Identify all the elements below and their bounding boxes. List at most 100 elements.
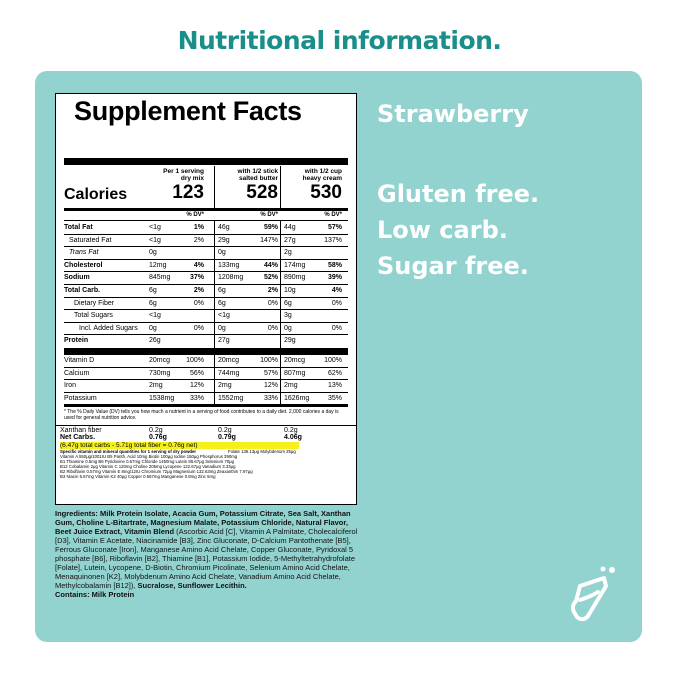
ingredients-bold-2: Sucralose, Sunflower Lecithin. [137, 581, 247, 590]
netcarbs-value: 4.06g [284, 434, 302, 442]
column-header: with 1/2 cup heavy cream [302, 168, 342, 182]
ingredients-text: Ingredients: Milk Protein Isolate, Acaci… [55, 509, 360, 599]
nutrient-dv: 52% [263, 274, 278, 282]
claim-sugar-free: Sugar free. [377, 252, 529, 280]
nutrient-amount: <1g [218, 312, 230, 320]
vitamin-line: B12 Cobalamin 2μg Vitamin C 120mg Cholin… [60, 464, 236, 469]
nutrient-name: Cholesterol [64, 261, 103, 269]
nutrient-dv: 100% [186, 357, 204, 364]
highlight-bar [60, 442, 299, 450]
dv-label: % DV* [186, 212, 204, 218]
netcarbs-value: 0.76g [149, 434, 167, 442]
xanthan-value: 0.2g [218, 427, 232, 435]
vitamin-line: Folate 135.13μg Molybdenum 25μg [228, 449, 296, 455]
nutrient-amount: 6g [218, 299, 226, 307]
calories-value: 528 [246, 182, 278, 203]
rule [64, 220, 348, 221]
vitamin-heading: Specific vitamin and mineral quantities … [60, 449, 197, 455]
nutrient-amount: 0g [149, 324, 157, 332]
contains-line: Contains: Milk Protein [55, 590, 135, 599]
highlight-text: (6.47g total carbs - 5.71g total fiber =… [60, 442, 198, 450]
row-rule [64, 309, 348, 311]
rule [56, 425, 356, 427]
nutrient-amount: 174mg [284, 261, 306, 269]
nutrient-dv: 57% [327, 224, 342, 231]
nutrient-amount: 2g [284, 249, 292, 257]
nutrient-dv: 0% [267, 324, 278, 332]
calories-value: 530 [310, 182, 342, 203]
claim-low-carb: Low carb. [377, 216, 508, 244]
row-rule [64, 334, 348, 336]
nutrient-name: Total Carb. [64, 287, 101, 294]
nutrient-dv: 100% [260, 357, 278, 364]
nutrient-amount: 27g [284, 236, 296, 244]
nutrient-dv: 57% [263, 369, 278, 377]
vitamin-line: Vitamin A 550μg/1001IU B5 Panth. Acid 10… [60, 454, 238, 460]
nutrient-amount: 46g [218, 224, 230, 231]
row-rule [64, 379, 348, 381]
nutrient-name: Total Sugars [74, 312, 113, 320]
claims-list: Gluten free. Low carb. Sugar free. [377, 176, 539, 284]
nutrient-amount: 1208mg [218, 274, 244, 282]
dv-label: % DV* [324, 212, 342, 218]
nutrient-amount: 2mg [284, 382, 298, 390]
nutrient-name: Incl. Added Sugars [79, 324, 138, 332]
nutrient-dv: 147% [260, 236, 278, 244]
nutrient-dv: 33% [263, 394, 278, 402]
column-separator [214, 166, 215, 208]
row-rule [64, 258, 348, 260]
dv-label: % DV* [260, 212, 278, 218]
nutrient-dv: 44% [263, 261, 278, 269]
nutrient-amount: 1626mg [284, 394, 310, 402]
row-rule [64, 366, 348, 368]
nutrient-dv: 37% [189, 274, 204, 282]
vitamin-line: B3 Niacin 6.67mg Vitamin K2 40μg Copper … [60, 473, 216, 479]
medium-rule [64, 208, 348, 211]
row-rule [64, 391, 348, 393]
nutrient-dv: 35% [327, 394, 342, 402]
nutrient-dv: 56% [189, 369, 204, 377]
nutrient-dv: 1% [193, 224, 204, 231]
row-rule [64, 271, 348, 273]
supplement-facts-label: Supplement Facts Per 1 serving dry mix 12… [55, 93, 357, 505]
column-header: with 1/2 stick salted butter [237, 168, 278, 182]
xanthan-value: 0.2g [284, 427, 298, 435]
nutrient-dv: 62% [327, 369, 342, 377]
nutrient-name: Total Fat [64, 224, 93, 231]
calories-label: Calories [64, 186, 128, 203]
page-heading: Nutritional information. [177, 26, 502, 55]
nutrient-dv: 13% [327, 382, 342, 390]
thick-rule [64, 404, 348, 408]
nutrient-name: Iron [64, 382, 77, 390]
nutrient-amount: 6g [284, 299, 292, 307]
nutrient-name: Trans Fat [69, 249, 99, 257]
nutrient-amount: 0g [149, 249, 157, 257]
nutrient-amount: 6g [218, 287, 226, 294]
nutrient-amount: 2mg [149, 382, 163, 390]
nutrient-dv: 2% [267, 287, 278, 294]
nutrient-amount: 44g [284, 224, 296, 231]
nutrient-name: Saturated Fat [69, 236, 112, 244]
nutrient-amount: 1552mg [218, 394, 244, 402]
nutrient-amount: 730mg [149, 369, 171, 377]
row-rule [64, 321, 348, 323]
nutrient-dv: 58% [327, 261, 342, 269]
nutrient-dv: 4% [331, 287, 342, 294]
xanthan-value: 0.2g [149, 427, 163, 435]
nutrient-amount: <1g [149, 236, 161, 244]
nutrient-name: Potassium [64, 394, 97, 402]
ingredients-plain: (Ascorbic Acid [C], Vitamin A Palmitate,… [55, 527, 358, 590]
nutrient-dv: 137% [324, 236, 342, 244]
nutrient-amount: 10g [284, 287, 296, 294]
row-rule [64, 246, 348, 248]
nutrient-amount: 2mg [218, 382, 232, 390]
row-rule [64, 233, 348, 235]
nutrient-amount: 3g [284, 312, 292, 320]
nutrient-dv: 33% [189, 394, 204, 402]
nutrient-amount: <1g [149, 312, 161, 320]
nutrient-name: Dietary Fiber [74, 299, 115, 307]
nutrient-name: Calcium [64, 369, 90, 377]
nutrient-amount: 6g [149, 299, 157, 307]
nutrient-amount: 0g [284, 324, 292, 332]
nutrient-dv: 59% [263, 224, 278, 231]
